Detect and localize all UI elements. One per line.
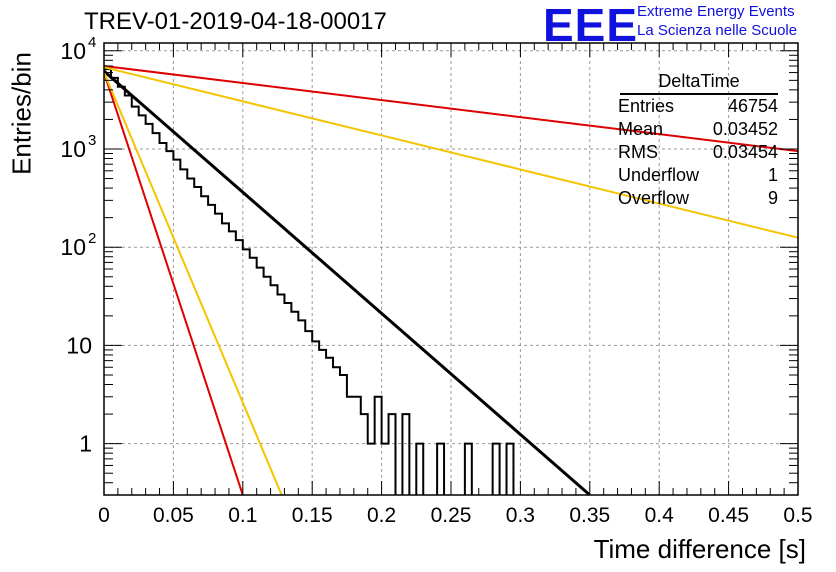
x-tick-label: 0.05 — [153, 504, 194, 527]
brand-text: Extreme Energy Events La Scienza nelle S… — [637, 2, 797, 40]
x-tick-label: 0.15 — [292, 504, 333, 527]
x-tick-label: 0.25 — [431, 504, 472, 527]
stats-row: RMS 0.03454 — [612, 141, 778, 164]
stats-value: 1 — [767, 165, 778, 185]
y-tick-label: 1 — [79, 431, 92, 457]
fit-line — [104, 70, 591, 495]
stats-label: RMS — [618, 142, 658, 162]
y-tick-label: 10 — [60, 38, 86, 64]
stats-row: Mean 0.03452 — [612, 118, 778, 141]
stats-row: Overflow 9 — [612, 187, 778, 210]
fit-line — [104, 72, 244, 495]
run-title: TREV-01-2019-04-18-00017 — [84, 8, 387, 35]
y-tick-exponent: 4 — [88, 34, 96, 51]
x-tick-label: 0.35 — [569, 504, 610, 527]
x-tick-label: 0.4 — [645, 504, 675, 527]
histogram-line — [104, 68, 515, 495]
stats-label: Entries — [618, 96, 675, 116]
stats-value: 0.03452 — [712, 119, 778, 139]
x-tick-label: 0.2 — [367, 504, 396, 527]
x-tick-label: 0.5 — [783, 504, 812, 527]
eee-logo: EEE — [543, 0, 639, 51]
stats-row: Underflow 1 — [612, 164, 778, 187]
x-tick-label: 0.1 — [228, 504, 257, 527]
brand-line-2: La Scienza nelle Scuole — [637, 22, 798, 39]
y-tick-label: 10 — [66, 332, 92, 358]
fit-line — [104, 64, 798, 153]
stats-box: DeltaTime Entries 46754 Mean 0.03452 RMS… — [612, 70, 778, 210]
stats-value: 9 — [767, 188, 778, 208]
fit-line — [104, 72, 283, 495]
stats-label: Mean — [618, 119, 664, 139]
fit-line — [104, 66, 798, 239]
x-axis-label: Time difference [s] — [593, 534, 806, 564]
stats-row: Entries 46754 — [612, 95, 778, 118]
x-tick-label: 0.3 — [506, 504, 535, 527]
x-tick-label: 0 — [98, 504, 110, 527]
y-tick-exponent: 3 — [88, 132, 96, 149]
brand-line-1: Extreme Energy Events — [637, 3, 795, 20]
x-tick-label: 0.45 — [708, 504, 749, 527]
y-tick-label: 10 — [60, 136, 86, 162]
stats-value: 46754 — [727, 96, 778, 116]
y-tick-exponent: 2 — [88, 230, 96, 247]
stats-label: Overflow — [618, 188, 690, 208]
stats-title: DeltaTime — [620, 70, 778, 95]
stats-label: Underflow — [618, 165, 700, 185]
y-axis-label: Entries/bin — [6, 52, 37, 175]
stats-value: 0.03454 — [712, 142, 778, 162]
y-tick-label: 10 — [60, 234, 86, 260]
